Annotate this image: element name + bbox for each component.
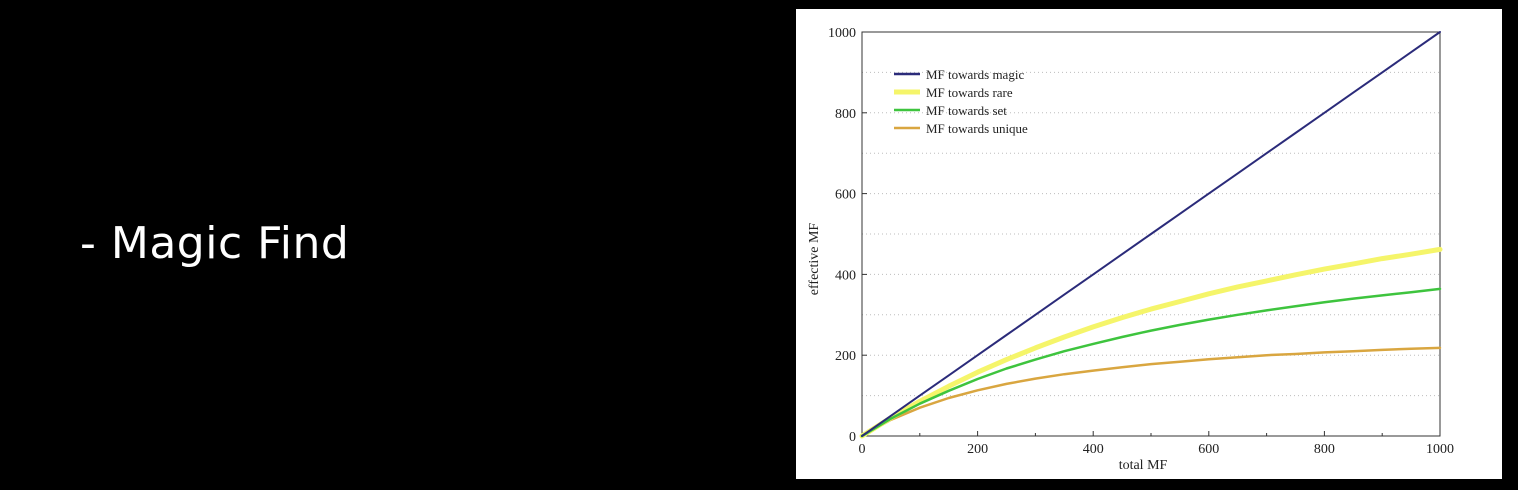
series-line-mf-towards-unique [860,346,1442,438]
y-tick-label: 600 [835,188,856,203]
y-tick-label: 400 [835,268,856,283]
x-tick-label: 1000 [1426,442,1454,457]
y-axis-label: effective MF [807,223,822,296]
y-tick-label: 1000 [828,26,856,41]
chart-panel: 0 200 400 600 800 1000 0 200 400 600 800 1000 MF to… [796,9,1502,479]
series-lines [859,31,1443,439]
x-tick-label: 800 [1314,442,1335,457]
x-tick-label: 0 [859,442,866,457]
y-tick-label: 0 [849,430,856,445]
legend: MF towards magic MF towards rare MF toward… [894,67,1028,136]
slide-bullet-text: - Magic Find [80,218,350,269]
legend-label: MF towards set [926,103,1007,118]
legend-label: MF towards rare [926,85,1013,100]
x-tick-label: 400 [1083,442,1104,457]
legend-label: MF towards magic [926,67,1024,82]
legend-label: MF towards unique [926,121,1028,136]
x-tick-label: 200 [967,442,988,457]
series-line-mf-towards-rare [859,246,1443,439]
x-axis-label: total MF [1119,458,1168,473]
axis-ticks: 0 200 400 600 800 1000 0 200 400 600 800 1000 [828,26,1454,457]
y-tick-label: 200 [835,349,856,364]
series-line-mf-towards-magic [861,31,1441,437]
series-line-mf-towards-set [860,287,1442,438]
x-tick-label: 600 [1198,442,1219,457]
y-tick-label: 800 [835,107,856,122]
mf-chart: 0 200 400 600 800 1000 0 200 400 600 800 1000 MF to… [807,26,1454,473]
